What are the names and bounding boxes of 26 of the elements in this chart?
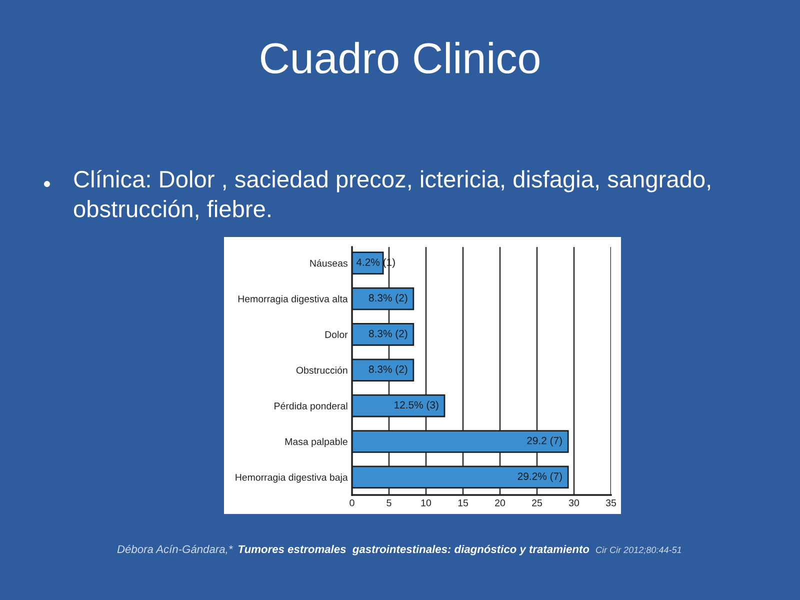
data-label: 29.2% (7) <box>518 472 562 482</box>
y-tick-label: Náuseas <box>310 259 348 267</box>
text: Cir Cir 2012;80:44-51 <box>596 546 682 554</box>
y-tick-label: Obstrucción <box>296 366 348 374</box>
y-tick-label: Dolor <box>325 330 348 338</box>
data-label: 8.3% (2) <box>368 365 408 375</box>
x-tick-label: 10 <box>421 499 432 506</box>
x-tick-label: 35 <box>606 499 616 506</box>
text: Tumores estromales gastrointestinales: diagnóstico y tratamiento <box>238 544 590 556</box>
x-tick-label: 30 <box>568 499 580 506</box>
y-tick-label: Hemorragia digestiva alta <box>238 295 348 304</box>
y-tick-label: Pérdida ponderal <box>274 402 348 412</box>
data-label: 8.3% (2) <box>368 330 408 340</box>
y-tick-label: Masa palpable <box>285 438 348 448</box>
x-tick-label: 5 <box>386 500 392 506</box>
x-tick-label: 15 <box>458 500 468 506</box>
text: Débora Acín-Gándara,* <box>117 544 233 554</box>
data-label: 12.5% (3) <box>394 400 438 411</box>
data-label: 29.2 (7) <box>527 436 562 446</box>
chart-title: Cuadro Clinico <box>261 42 540 74</box>
chart-subtitle: Clínica: Dolor , saciedad precoz, ictericia, disfagia, sangrado, obstrucción, fiebre. <box>74 170 710 220</box>
data-label: 8.3% (2) <box>368 294 408 304</box>
x-tick-label: 0 <box>350 499 354 506</box>
x-tick-label: 25 <box>532 499 542 506</box>
y-tick-label: Hemorragia digestiva baja <box>236 474 348 483</box>
x-tick-label: 20 <box>495 499 506 506</box>
